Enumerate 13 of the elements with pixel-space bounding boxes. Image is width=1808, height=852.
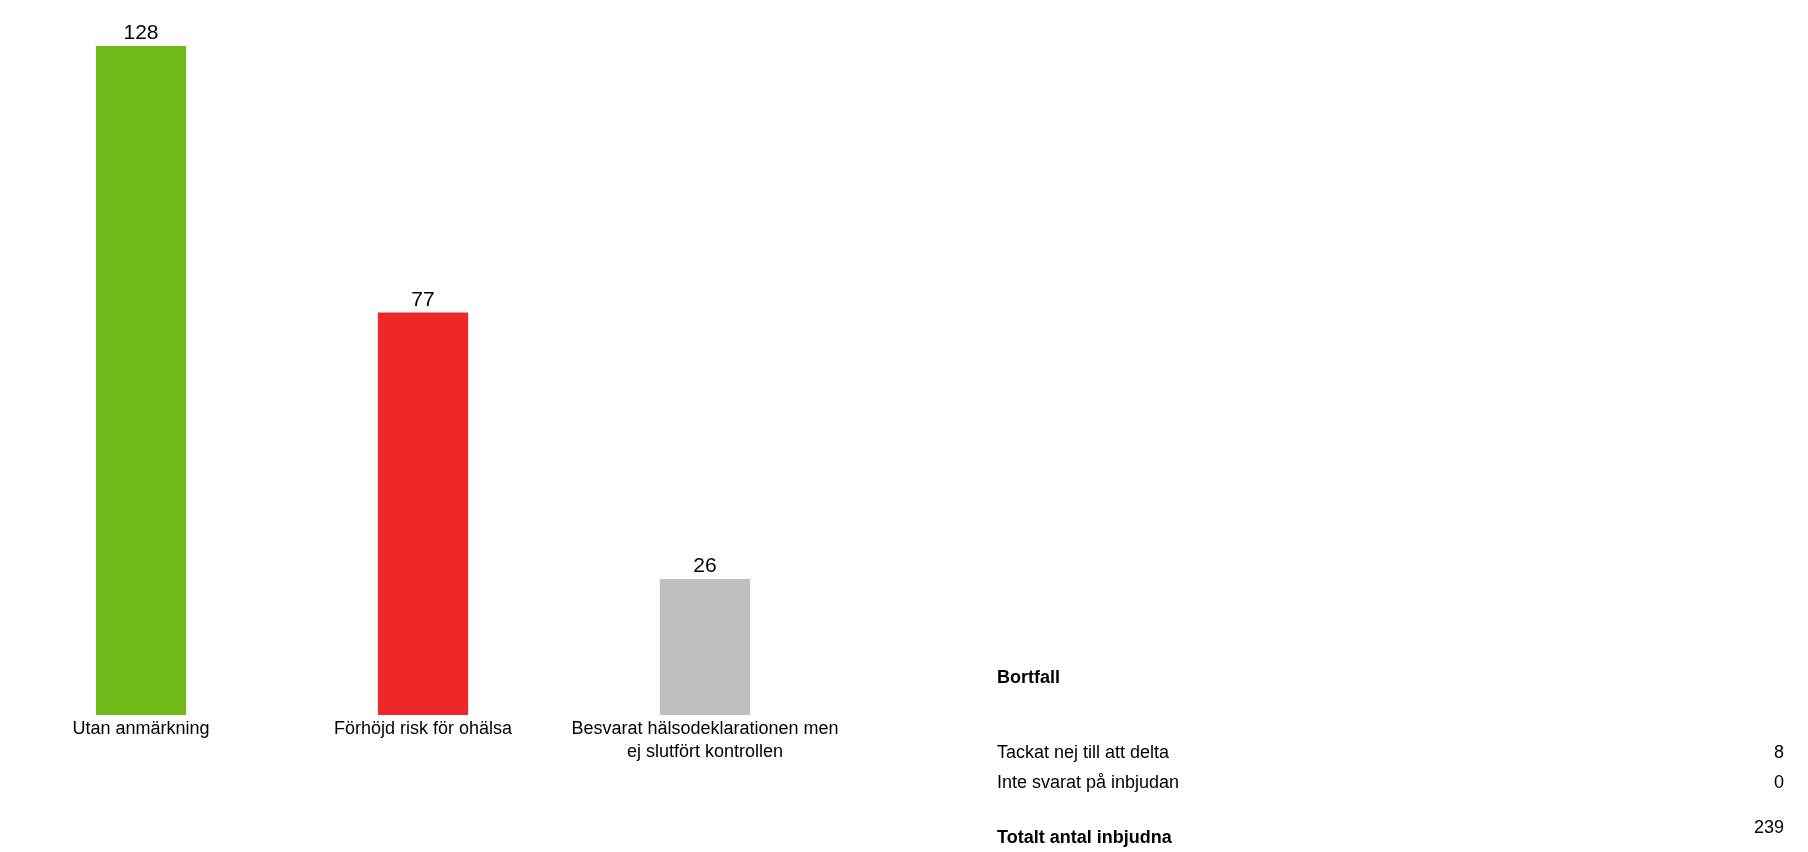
text: 0 (1774, 772, 1785, 792)
x-tick-label: Utan anmärkning (72, 718, 210, 738)
text: Tackat nej till att delta (997, 742, 1171, 762)
text: 8 (1774, 742, 1785, 762)
data-label: 128 (123, 20, 159, 43)
text: 239 (1754, 817, 1785, 837)
text: Bortfall (997, 667, 1060, 687)
x-tick-label: Förhöjd risk för ohälsa (333, 718, 514, 738)
text: Totalt antal inbjudna (997, 827, 1173, 847)
text: Inte svarat på inbjudan (997, 772, 1180, 792)
data-label: 77 (411, 286, 435, 310)
data-label: 26 (693, 553, 717, 577)
x-tick-label: Besvarat hälsodeklarationen men ej slutfört kontrollen (571, 718, 839, 762)
